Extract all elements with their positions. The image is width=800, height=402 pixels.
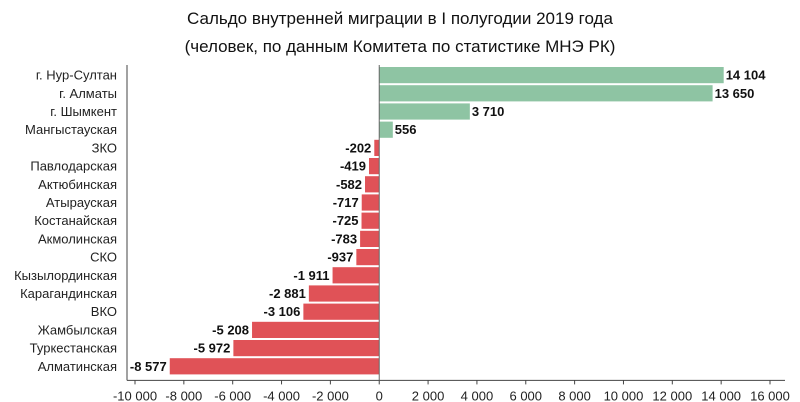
data-label: -725	[332, 213, 358, 228]
x-tick-label: -2 000	[312, 388, 349, 402]
data-label: -937	[327, 250, 353, 265]
bar	[365, 176, 380, 193]
chart-subtitle: (человек, по данным Комитета по статисти…	[184, 37, 616, 56]
data-label: -202	[345, 140, 371, 155]
category-label: г. Нур-Султан	[36, 68, 117, 83]
category-label: Атырауская	[46, 195, 117, 210]
bar	[308, 285, 380, 302]
x-tick-label: -4 000	[263, 388, 300, 402]
data-label: -3 106	[263, 304, 300, 319]
category-label: СКО	[90, 250, 117, 265]
x-tick-label: 6 000	[509, 388, 542, 402]
bar	[379, 67, 724, 84]
data-label: 3 710	[472, 104, 505, 119]
bar	[332, 267, 380, 284]
bar	[379, 103, 470, 120]
category-label: г. Шымкент	[50, 104, 117, 119]
x-tick-label: 10 000	[604, 388, 644, 402]
bar	[361, 194, 380, 211]
category-label: Павлодарская	[30, 159, 117, 174]
data-label: 14 104	[726, 68, 767, 83]
category-label: Мангыстауская	[25, 122, 117, 137]
bar	[169, 358, 380, 375]
category-label: Актюбинская	[38, 177, 117, 192]
data-label: -5 972	[194, 341, 231, 356]
data-label: -717	[333, 195, 359, 210]
category-label: ВКО	[91, 304, 117, 319]
data-label: -582	[336, 177, 362, 192]
bar	[361, 212, 380, 229]
data-label: -1 911	[293, 268, 329, 283]
data-label: -5 208	[212, 322, 249, 337]
x-tick-label: 4 000	[461, 388, 494, 402]
bar	[360, 230, 380, 247]
category-label: Алматинская	[38, 359, 117, 374]
category-label: Жамбылская	[38, 322, 117, 337]
data-label: -419	[340, 159, 366, 174]
bar	[374, 139, 380, 156]
bar	[233, 340, 380, 357]
x-tick-label: -8 000	[165, 388, 202, 402]
chart-title: Сальдо внутренней миграции в I полугодии…	[187, 9, 613, 28]
data-label: -783	[331, 231, 357, 246]
data-label: 13 650	[715, 86, 755, 101]
bar	[356, 249, 380, 266]
x-tick-label: -10 000	[113, 388, 157, 402]
category-label: г. Алматы	[59, 86, 117, 101]
category-label: Кызылординская	[14, 268, 117, 283]
x-tick-label: -6 000	[214, 388, 251, 402]
bar	[252, 321, 380, 338]
bar	[303, 303, 380, 320]
x-tick-label: 16 000	[750, 388, 790, 402]
data-label: 556	[395, 122, 417, 137]
x-tick-label: 0	[376, 388, 383, 402]
category-label: Туркестанская	[30, 341, 117, 356]
data-label: -8 577	[130, 359, 167, 374]
x-tick-label: 14 000	[701, 388, 741, 402]
x-tick-label: 2 000	[412, 388, 445, 402]
bar	[379, 121, 393, 138]
x-tick-label: 12 000	[652, 388, 692, 402]
bar	[368, 158, 380, 175]
category-label: Карагандинская	[20, 286, 117, 301]
category-label: Акмолинская	[38, 231, 117, 246]
data-label: -2 881	[269, 286, 306, 301]
x-tick-label: 8 000	[558, 388, 591, 402]
category-label: ЗКО	[92, 140, 117, 155]
bar	[379, 85, 713, 102]
category-label: Костанайская	[34, 213, 117, 228]
